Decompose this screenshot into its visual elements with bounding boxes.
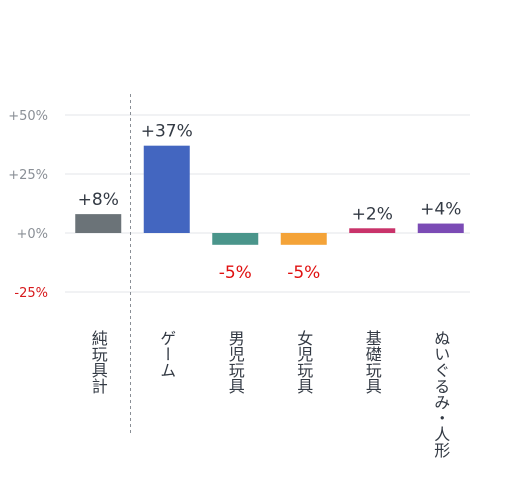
data-label: -5% [287, 263, 320, 283]
data-label: +8% [78, 190, 119, 210]
category-label: 女児玩具 [294, 329, 313, 394]
bar [75, 214, 122, 233]
category-labels: 純玩具計 ゲーム 男児玩具 女児玩具 基礎玩具 ぬいぐるみ・人形 [89, 329, 451, 458]
y-tick-label: +25% [8, 168, 48, 183]
y-tick-label: +0% [16, 227, 48, 242]
bar [349, 228, 396, 233]
data-labels: +8% +37% -5% -5% +2% +4% [78, 122, 462, 283]
y-axis-ticks: +50% +25% +0% -25% [8, 109, 48, 301]
bar [212, 233, 259, 245]
data-label: +37% [141, 122, 193, 142]
bars [75, 145, 464, 245]
data-label: +4% [420, 200, 461, 220]
bar [280, 233, 327, 245]
y-tick-label: -25% [14, 286, 48, 301]
gridlines [65, 114, 470, 293]
category-label: 純玩具計 [89, 330, 108, 394]
data-label: +2% [352, 204, 393, 224]
category-label: ゲーム [157, 330, 176, 378]
data-label: -5% [219, 263, 252, 283]
bar [143, 145, 190, 233]
y-tick-label: +50% [8, 109, 48, 124]
bar [417, 223, 464, 233]
category-label: ぬいぐるみ・人形 [431, 330, 450, 458]
category-label: 基礎玩具 [363, 330, 382, 394]
category-label: 男児玩具 [226, 330, 245, 394]
